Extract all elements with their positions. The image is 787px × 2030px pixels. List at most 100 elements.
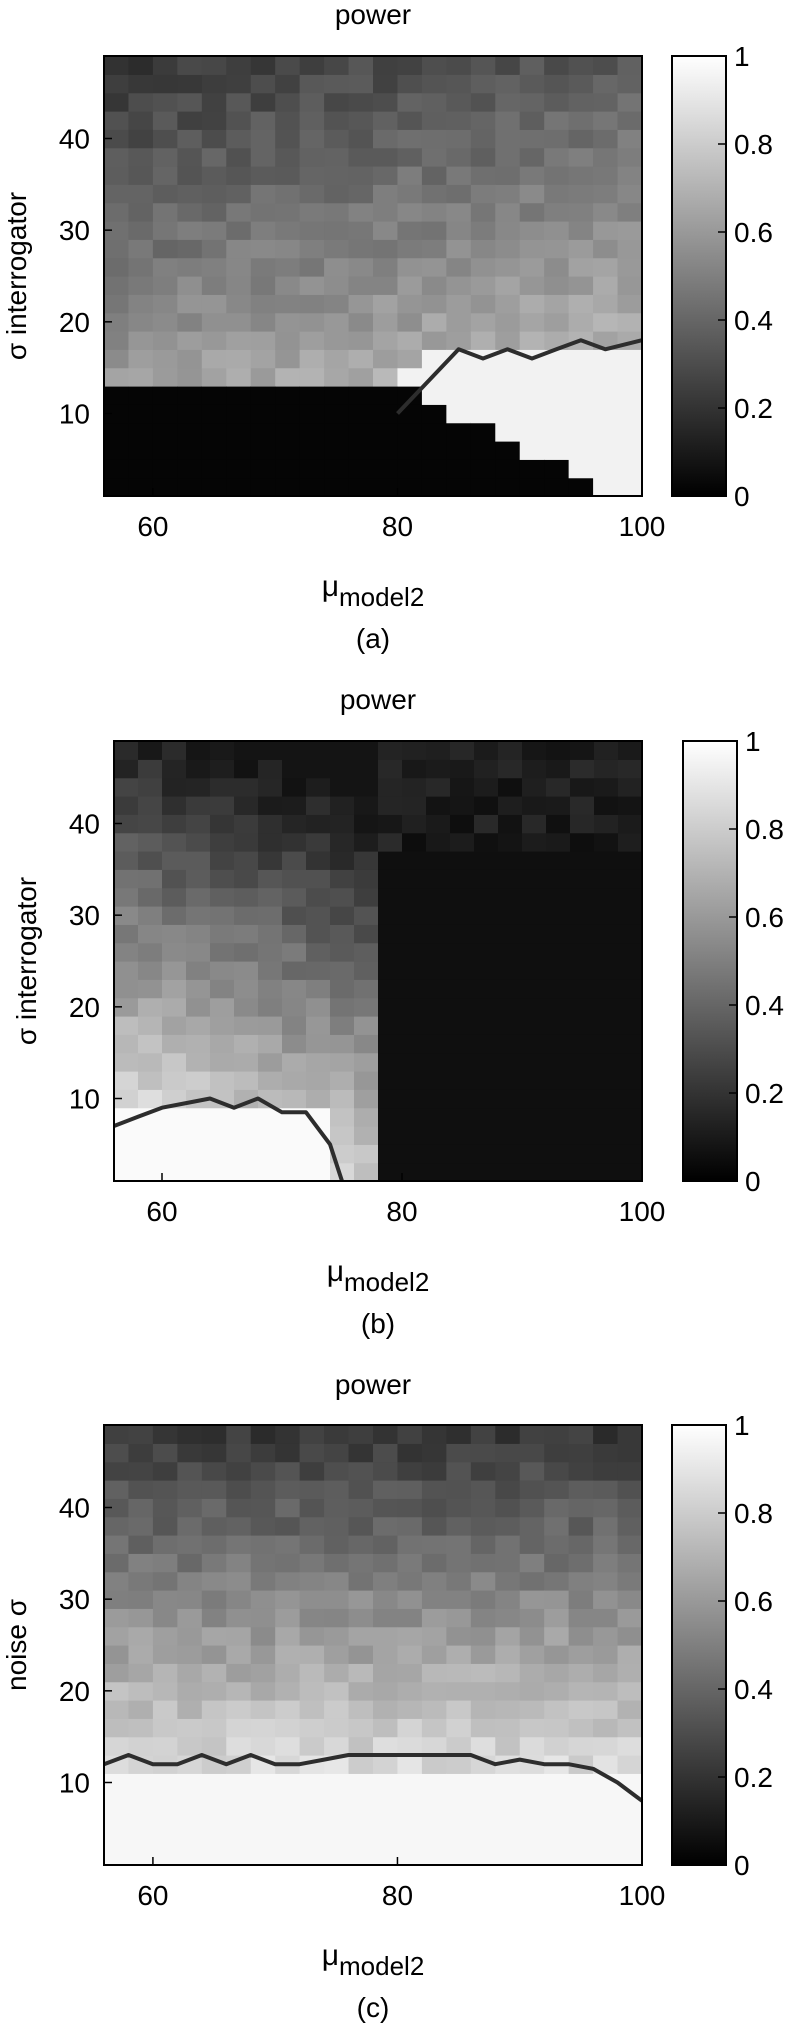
heatmap-cell bbox=[275, 184, 301, 204]
heatmap-cell bbox=[348, 1718, 374, 1738]
heatmap-cell bbox=[470, 1846, 496, 1866]
heatmap-cell bbox=[593, 477, 619, 497]
heatmap-cell bbox=[544, 1681, 570, 1701]
heatmap-cell bbox=[186, 777, 211, 797]
heatmap-cell bbox=[446, 111, 472, 130]
heatmap-cell bbox=[397, 1498, 423, 1518]
heatmap-cell bbox=[570, 1107, 595, 1127]
heatmap-cell bbox=[544, 1480, 570, 1499]
heatmap-cell bbox=[378, 1107, 403, 1127]
heatmap-cell bbox=[162, 759, 187, 779]
heatmap-cell bbox=[546, 1052, 571, 1072]
heatmap-cell bbox=[568, 1791, 594, 1811]
heatmap-cell bbox=[104, 404, 130, 424]
heatmap-cell bbox=[152, 1846, 178, 1866]
y-tick-label: 20 bbox=[59, 1676, 90, 1707]
heatmap-cell bbox=[299, 1516, 325, 1536]
heatmap-cell bbox=[330, 1089, 355, 1109]
heatmap-cell bbox=[522, 1034, 547, 1054]
heatmap-cell bbox=[348, 147, 374, 167]
heatmap-cell bbox=[618, 851, 643, 870]
heatmap-cell bbox=[373, 1535, 399, 1554]
heatmap-cell bbox=[348, 92, 374, 112]
heatmap-cell bbox=[299, 1480, 325, 1499]
heatmap-cell bbox=[617, 441, 643, 460]
heatmap-cell bbox=[306, 1052, 331, 1072]
heatmap-cell bbox=[210, 814, 235, 834]
heatmap-cell bbox=[421, 1755, 447, 1774]
heatmap-cell bbox=[201, 1516, 227, 1536]
heatmap-cell bbox=[250, 477, 276, 497]
x-axis-label-subscript: model2 bbox=[339, 1951, 424, 1981]
heatmap-cell bbox=[397, 1516, 423, 1536]
heatmap-cell bbox=[402, 887, 427, 907]
heatmap-cell bbox=[306, 814, 331, 834]
heatmap-cell bbox=[544, 184, 570, 204]
heatmap-cell bbox=[378, 832, 403, 852]
heatmap-cell bbox=[354, 796, 379, 815]
heatmap-cell bbox=[226, 221, 252, 240]
heatmap-cell bbox=[519, 147, 545, 167]
heatmap-cell bbox=[474, 777, 499, 797]
heatmap-cell bbox=[282, 924, 307, 944]
heatmap-cell bbox=[397, 74, 423, 94]
heatmap-cell bbox=[397, 56, 423, 75]
heatmap-cell bbox=[402, 1052, 427, 1072]
heatmap-cell bbox=[544, 1718, 570, 1738]
heatmap-cell bbox=[373, 404, 399, 424]
heatmap-cell bbox=[226, 202, 252, 222]
heatmap-cell bbox=[104, 92, 130, 112]
heatmap-cell bbox=[421, 129, 447, 149]
heatmap-cell bbox=[495, 239, 521, 259]
heatmap-cell bbox=[177, 331, 203, 350]
heatmap-cell bbox=[128, 1846, 154, 1866]
heatmap-cell bbox=[250, 422, 276, 442]
heatmap-cell bbox=[495, 1590, 521, 1609]
heatmap-cell bbox=[201, 1718, 227, 1738]
heatmap-cell bbox=[568, 129, 594, 149]
heatmap-cell bbox=[282, 759, 307, 779]
heatmap-cell bbox=[470, 386, 496, 405]
heatmap-cell bbox=[348, 294, 374, 314]
heatmap-cell bbox=[570, 869, 595, 889]
heatmap-cell bbox=[470, 276, 496, 295]
heatmap-cell bbox=[152, 477, 178, 497]
heatmap-cell bbox=[594, 924, 619, 944]
heatmap-cell bbox=[258, 1144, 283, 1164]
heatmap-cell bbox=[275, 459, 301, 479]
heatmap-cell bbox=[570, 887, 595, 907]
heatmap-cell bbox=[373, 56, 399, 75]
heatmap-cell bbox=[348, 1700, 374, 1719]
heatmap-cell bbox=[495, 1773, 521, 1793]
heatmap-cell bbox=[201, 1663, 227, 1683]
heatmap-cell bbox=[250, 1773, 276, 1793]
heatmap-cell bbox=[421, 1736, 447, 1756]
y-tick-label: 30 bbox=[69, 900, 100, 931]
heatmap-cell bbox=[593, 1480, 619, 1499]
heatmap-cell bbox=[426, 741, 451, 760]
heatmap-cell bbox=[138, 1071, 163, 1090]
heatmap-cell bbox=[593, 276, 619, 295]
heatmap-cell bbox=[201, 1681, 227, 1701]
heatmap-cell bbox=[128, 386, 154, 405]
x-tick-label: 80 bbox=[382, 511, 413, 542]
heatmap-cell bbox=[568, 1663, 594, 1683]
heatmap-cell bbox=[421, 1626, 447, 1646]
heatmap-cell bbox=[177, 1443, 203, 1463]
heatmap-cell bbox=[354, 759, 379, 779]
heatmap-cell bbox=[470, 239, 496, 259]
heatmap-cell bbox=[397, 1663, 423, 1683]
heatmap-cell bbox=[594, 759, 619, 779]
heatmap-cell bbox=[593, 459, 619, 479]
heatmap-cell bbox=[186, 887, 211, 907]
heatmap-cell bbox=[162, 997, 187, 1017]
heatmap-cell bbox=[570, 1071, 595, 1090]
heatmap-cell bbox=[593, 349, 619, 369]
heatmap-cell bbox=[498, 759, 523, 779]
heatmap-cell bbox=[498, 1107, 523, 1127]
heatmap-cell bbox=[250, 1461, 276, 1481]
heatmap-cell bbox=[402, 924, 427, 944]
heatmap-cell bbox=[177, 386, 203, 405]
heatmap-cell bbox=[226, 1516, 252, 1536]
heatmap-cell bbox=[446, 1626, 472, 1646]
